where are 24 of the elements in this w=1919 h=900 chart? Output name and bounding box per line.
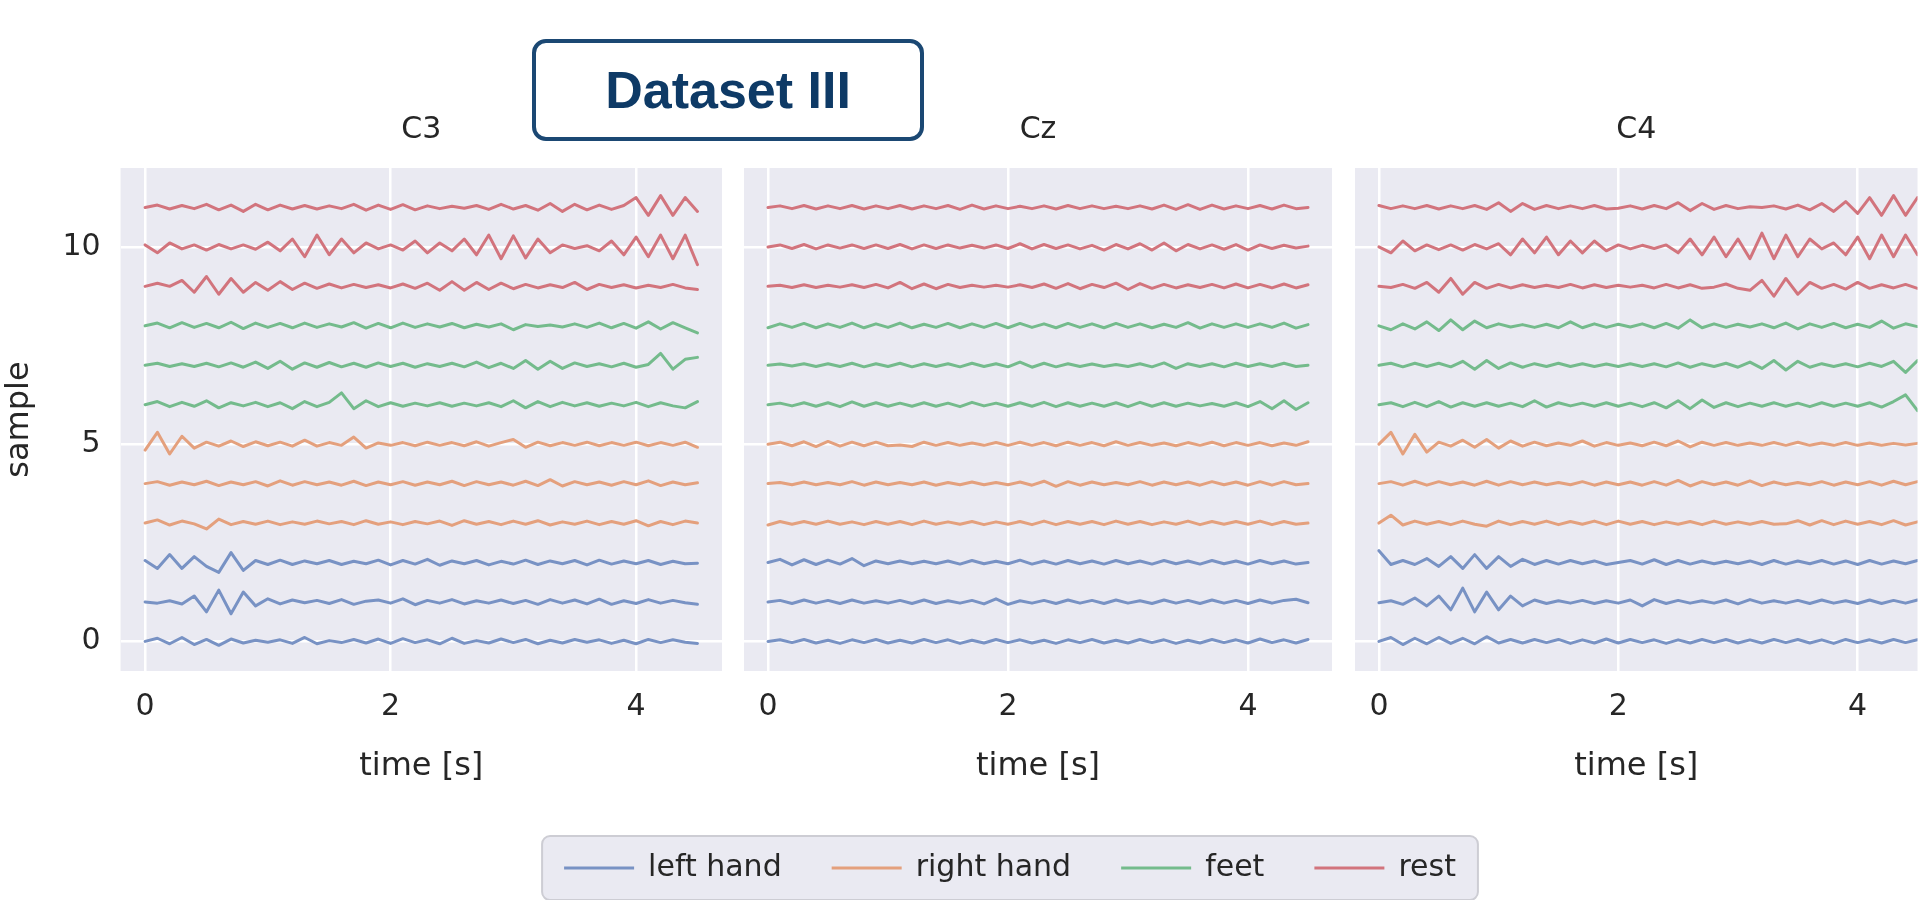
y-axis-title: sample <box>0 361 36 478</box>
x-tick-label: 4 <box>626 686 646 722</box>
text: Dataset III <box>532 39 924 141</box>
x-tick-label: 4 <box>1238 686 1258 722</box>
x-tick-label: 4 <box>1848 686 1868 722</box>
legend-label: rest <box>1398 847 1457 883</box>
chart-title: C4 <box>1616 110 1657 145</box>
x-tick-label: 0 <box>135 686 155 722</box>
legend-label: feet <box>1205 847 1265 883</box>
y-tick-label: 0 <box>81 621 101 657</box>
x-axis-title: time [s] <box>975 744 1101 783</box>
y-tick-label: 10 <box>62 226 101 262</box>
x-tick-label: 0 <box>1369 686 1389 722</box>
x-tick-label: 2 <box>1608 686 1628 722</box>
chart-title: C3 <box>401 110 442 145</box>
legend-label: left hand <box>648 847 782 883</box>
x-axis-title: time [s] <box>359 744 484 783</box>
chart-title: Cz <box>1019 110 1057 145</box>
x-tick-label: 2 <box>381 686 401 722</box>
x-tick-label: 2 <box>998 686 1018 722</box>
y-tick-label: 5 <box>81 423 101 459</box>
x-tick-label: 0 <box>758 686 778 722</box>
legend-label: right hand <box>915 847 1072 883</box>
x-axis-title: time [s] <box>1574 744 1699 783</box>
